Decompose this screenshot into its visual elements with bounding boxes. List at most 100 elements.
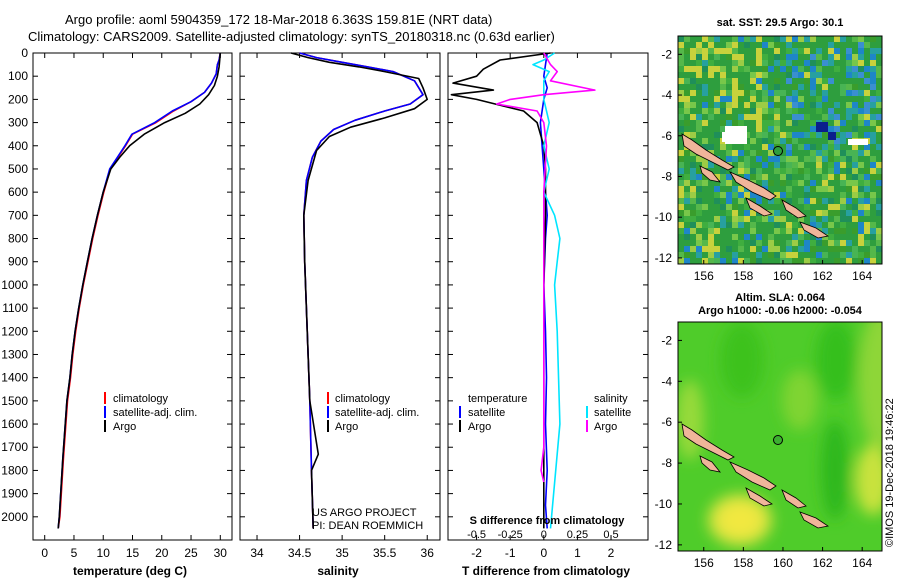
sst-cell	[750, 114, 756, 120]
sst-cell	[804, 132, 810, 138]
sst-cell	[750, 168, 756, 174]
sst-cell	[750, 138, 756, 144]
sst-cell	[870, 222, 876, 228]
sst-cell	[858, 114, 864, 120]
sst-cell	[762, 144, 768, 150]
sst-cell	[744, 102, 750, 108]
sst-cell	[816, 186, 822, 192]
sst-cell	[768, 126, 774, 132]
sst-cell	[840, 216, 846, 222]
sst-cell	[828, 204, 834, 210]
sst-cell	[780, 78, 786, 84]
sst-cell	[744, 90, 750, 96]
sst-cell	[684, 102, 690, 108]
sst-cell	[852, 186, 858, 192]
sst-cell	[780, 174, 786, 180]
sst-cell	[876, 72, 882, 78]
sst-cell	[846, 258, 852, 264]
map-x-tick-label: 156	[694, 269, 714, 283]
sst-cell	[852, 192, 858, 198]
sst-cell	[864, 108, 870, 114]
sst-cell	[756, 168, 762, 174]
sst-cell	[678, 204, 684, 210]
sst-cell	[696, 42, 702, 48]
sst-cell	[744, 204, 750, 210]
map-y-tick-label: -6	[661, 129, 672, 143]
sst-cell	[816, 48, 822, 54]
sla-map-title: Altim. SLA: 0.064	[735, 292, 826, 304]
sst-cell	[792, 132, 798, 138]
sst-cell	[822, 216, 828, 222]
map-y-tick-label: -2	[661, 47, 672, 61]
sst-cell	[792, 72, 798, 78]
sst-cell	[840, 138, 846, 144]
sst-cell	[714, 192, 720, 198]
sst-cell	[714, 210, 720, 216]
sst-cell	[774, 108, 780, 114]
sst-cell	[756, 156, 762, 162]
sst-cell	[690, 198, 696, 204]
sst-cell	[678, 156, 684, 162]
sst-cell	[696, 228, 702, 234]
sst-cell	[804, 186, 810, 192]
sst-cell	[690, 90, 696, 96]
sst-cell	[846, 84, 852, 90]
sst-cell	[768, 102, 774, 108]
sst-cell	[786, 156, 792, 162]
sst-cell	[684, 246, 690, 252]
sst-cell	[684, 90, 690, 96]
sst-cell	[732, 78, 738, 84]
depth-tick-label: 500	[8, 162, 28, 176]
sst-cell	[762, 150, 768, 156]
sst-cell	[774, 246, 780, 252]
sst-cell	[762, 246, 768, 252]
sst-cell	[714, 246, 720, 252]
map-x-tick-label: 160	[773, 269, 793, 283]
sst-cell	[798, 48, 804, 54]
sst-cell	[750, 78, 756, 84]
series-line-argo	[57, 52, 222, 529]
sst-cell	[870, 156, 876, 162]
sst-cell	[786, 162, 792, 168]
sst-cell	[870, 174, 876, 180]
sst-cell	[726, 90, 732, 96]
sst-cell	[846, 180, 852, 186]
sst-cell	[840, 228, 846, 234]
sst-cell	[810, 126, 816, 132]
sst-cell	[744, 210, 750, 216]
sst-cell	[870, 246, 876, 252]
sst-cell	[756, 114, 762, 120]
sst-cell	[684, 78, 690, 84]
sst-cell	[834, 102, 840, 108]
s-tick-label: 0.25	[567, 529, 588, 541]
sst-cell	[732, 156, 738, 162]
sst-cell	[786, 240, 792, 246]
sst-cell	[774, 240, 780, 246]
sst-cell	[870, 228, 876, 234]
sst-cell	[858, 222, 864, 228]
sst-cell	[750, 228, 756, 234]
sst-cell	[780, 168, 786, 174]
legend-t-satellite-label: satellite	[468, 407, 505, 419]
sst-cell	[732, 150, 738, 156]
sst-cell	[678, 114, 684, 120]
sst-cell	[720, 48, 726, 54]
sst-cell	[876, 90, 882, 96]
sst-cell	[786, 96, 792, 102]
sst-cell	[858, 204, 864, 210]
sst-cell	[750, 246, 756, 252]
sst-cell	[726, 114, 732, 120]
map-x-tick-label: 158	[733, 269, 753, 283]
sst-cell	[864, 228, 870, 234]
sst-cell	[846, 90, 852, 96]
sst-cell	[744, 78, 750, 84]
sst-cell	[870, 120, 876, 126]
sst-cell	[840, 150, 846, 156]
sst-cell	[696, 246, 702, 252]
sst-cell	[792, 240, 798, 246]
sst-cell	[828, 114, 834, 120]
sst-cell	[702, 162, 708, 168]
sst-cell	[726, 42, 732, 48]
sst-cell	[864, 210, 870, 216]
sst-cell	[870, 72, 876, 78]
